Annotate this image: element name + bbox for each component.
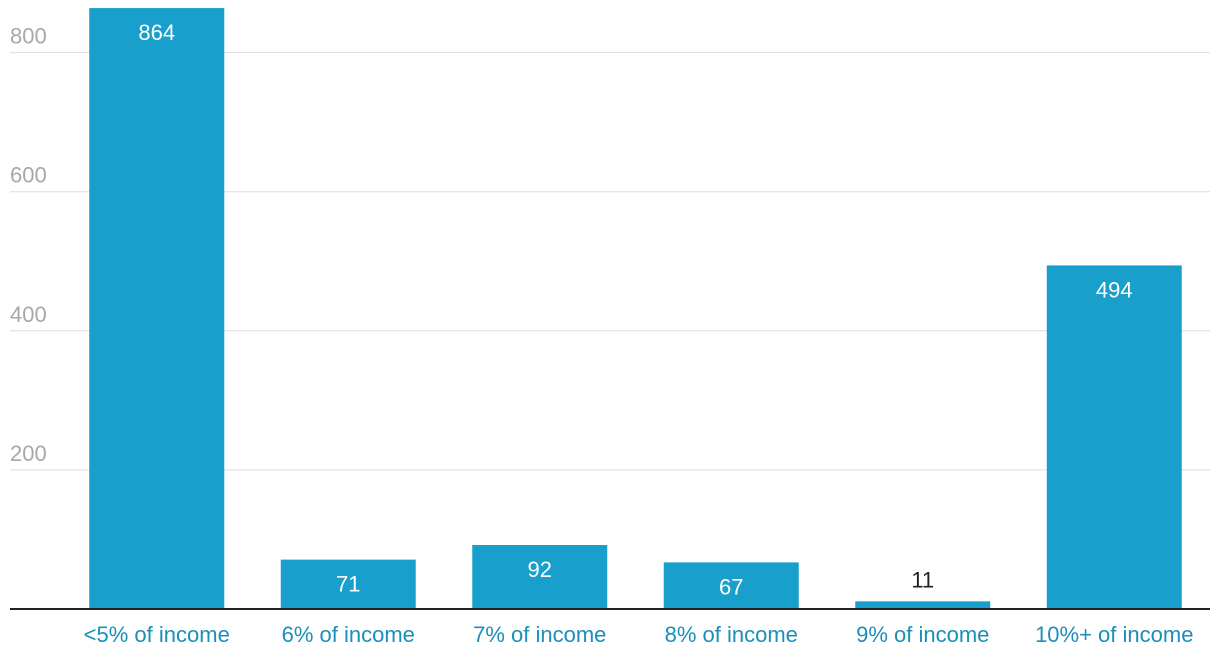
data-labels: 864 71 92 67 11 494 [138,20,1132,599]
data-label: 864 [138,20,175,45]
x-tick-label: <5% of income [84,622,230,647]
x-tick-label: 7% of income [473,622,606,647]
y-tick-label: 800 [10,24,47,49]
y-tick-label: 600 [10,163,47,188]
bar [472,545,608,609]
data-label: 71 [336,572,360,597]
data-label: 67 [719,574,743,599]
x-tick-label: 6% of income [282,622,415,647]
bar [663,562,799,609]
y-tick-label: 200 [10,441,47,466]
bar [1046,265,1182,609]
y-tick-label: 400 [10,302,47,327]
x-axis-ticks: <5% of income 6% of income 7% of income 8% … [84,622,1194,647]
bar [89,8,225,609]
x-tick-label: 10%+ of income [1035,622,1193,647]
data-label: 494 [1096,277,1133,302]
bars [89,8,1182,609]
x-tick-label: 9% of income [856,622,989,647]
data-label: 92 [528,557,552,582]
bar [280,559,416,609]
bar [855,601,991,609]
data-label: 11 [911,567,934,592]
y-axis-ticks: 200 400 600 800 [10,24,47,466]
x-tick-label: 8% of income [665,622,798,647]
